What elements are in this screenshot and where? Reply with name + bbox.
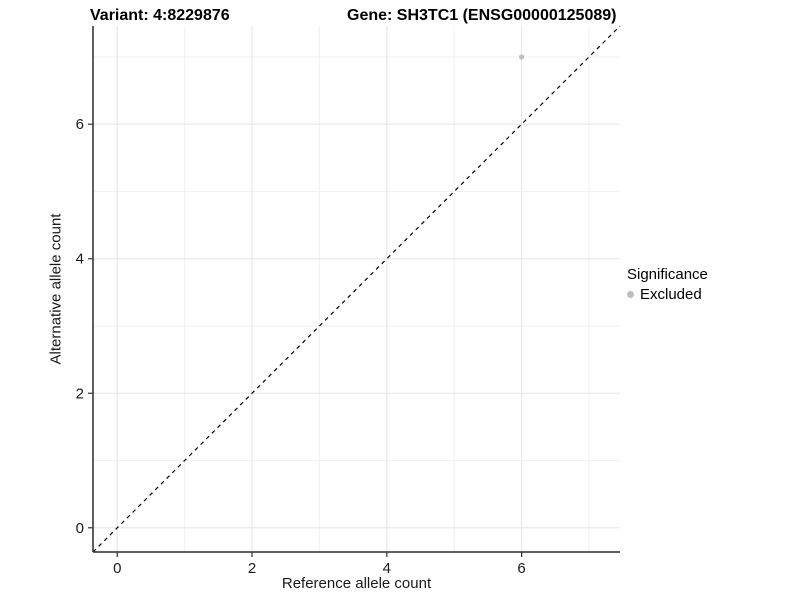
- x-tick-label: 6: [517, 560, 525, 577]
- y-tick-label: 6: [76, 116, 84, 133]
- legend-item-label: Excluded: [640, 286, 702, 303]
- y-tick-label: 0: [76, 520, 84, 537]
- legend-item-excluded: Excluded: [627, 286, 708, 303]
- x-axis-title: Reference allele count: [281, 575, 432, 592]
- y-tick-label: 4: [76, 251, 84, 268]
- legend: Significance Excluded: [627, 266, 708, 303]
- y-tick-label: 2: [76, 385, 84, 402]
- identity-line: [92, 25, 621, 553]
- x-tick-label: 0: [113, 560, 121, 577]
- data-point: [519, 54, 525, 60]
- excluded-dot-icon: [627, 291, 634, 298]
- y-axis-title: Alternative allele count: [47, 213, 65, 365]
- gene-title: Gene: SH3TC1 (ENSG00000125089): [347, 7, 617, 24]
- variant-title: Variant: 4:8229876: [90, 7, 230, 24]
- legend-title: Significance: [627, 266, 708, 283]
- x-tick-label: 2: [248, 560, 256, 577]
- x-tick-label: 4: [383, 560, 391, 577]
